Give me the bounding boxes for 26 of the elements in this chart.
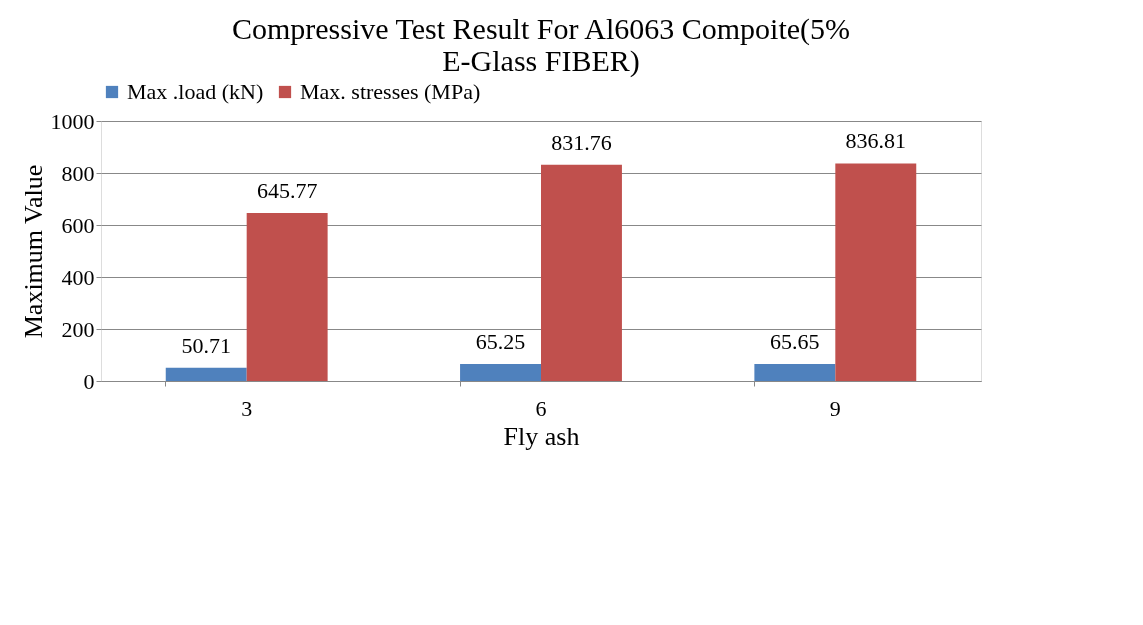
legend-label: Max. stresses (MPa): [300, 79, 481, 104]
y-tick-label: 400: [61, 264, 95, 290]
bar: [754, 363, 836, 381]
x-axis-title: Fly ash: [503, 421, 580, 451]
bar: [541, 164, 622, 381]
data-label: 831.76: [551, 129, 612, 155]
y-tick-label: 200: [61, 316, 95, 342]
bar: [165, 367, 247, 381]
data-label: 645.77: [256, 178, 318, 204]
legend-label: Max .load (kN): [127, 79, 264, 104]
data-label: 50.71: [181, 332, 231, 358]
y-tick-label: 0: [83, 368, 95, 394]
bar: [460, 364, 541, 381]
x-tick-label: 9: [829, 395, 841, 421]
y-tick-label: 1000: [50, 108, 95, 134]
data-label: 65.25: [475, 329, 526, 355]
chart-title: Compressive Test Result For Al6063 Compoite(5% E-Glass FIBER): [231, 12, 851, 78]
y-axis-title: Maximum Value: [18, 164, 48, 339]
y-tick-label: 800: [61, 160, 95, 186]
x-tick-label: 6: [535, 395, 547, 421]
data-label: 836.81: [845, 128, 907, 154]
x-tick-label: 3: [241, 395, 253, 421]
data-label: 65.65: [770, 328, 820, 354]
bar: [246, 213, 328, 381]
bar: [835, 163, 917, 381]
y-tick-label: 600: [61, 212, 95, 238]
